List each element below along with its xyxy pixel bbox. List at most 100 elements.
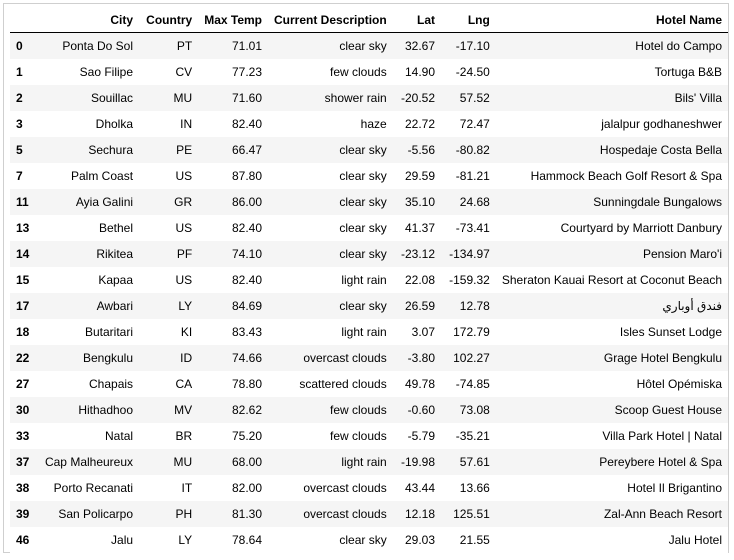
- cell-lng: 73.08: [459, 403, 490, 417]
- cell-city: Butaritari: [85, 325, 134, 339]
- row-index: 39: [16, 507, 30, 521]
- cell-hotel-name: Zal-Ann Beach Resort: [603, 507, 722, 521]
- cell-city: Sao Filipe: [79, 65, 134, 79]
- table-row: 30 Hithadhoo MV 82.62 few clouds -0.60 73.08 Sc…: [10, 397, 728, 423]
- cell-lng: 21.55: [459, 533, 490, 547]
- table-row: 5 Sechura PE 66.47 clear sky -5.56 -80.82 Hospe…: [10, 137, 728, 163]
- row-index: 13: [16, 221, 30, 235]
- cell-city: Natal: [105, 429, 134, 443]
- cell-lng: -17.10: [455, 39, 490, 53]
- table-row: 0 Ponta Do Sol PT 71.01 clear sky 32.67 -17.10…: [10, 32, 728, 59]
- row-index: 5: [16, 143, 23, 157]
- cell-lat: 43.44: [404, 481, 436, 495]
- cell-hotel-name: Scoop Guest House: [614, 403, 722, 417]
- cell-max-temp: 82.62: [231, 403, 263, 417]
- cell-max-temp: 77.23: [231, 65, 263, 79]
- row-index: 33: [16, 429, 30, 443]
- row-index: 18: [16, 325, 30, 339]
- cell-current-description: overcast clouds: [303, 507, 387, 521]
- cell-city: Rikitea: [96, 247, 134, 261]
- cell-current-description: clear sky: [339, 247, 387, 261]
- cell-city: Hithadhoo: [78, 403, 134, 417]
- cell-current-description: clear sky: [339, 533, 387, 547]
- cell-city: Porto Recanati: [53, 481, 134, 495]
- cell-lng: -134.97: [449, 247, 490, 261]
- cell-max-temp: 78.64: [231, 533, 263, 547]
- cell-lat: -23.12: [400, 247, 436, 261]
- cell-country: PE: [176, 143, 193, 157]
- cell-lng: 102.27: [453, 351, 490, 365]
- cell-lat: 35.10: [404, 195, 436, 209]
- cell-max-temp: 87.80: [231, 169, 263, 183]
- cell-country: US: [175, 169, 193, 183]
- cell-country: BR: [175, 429, 193, 443]
- row-index: 2: [16, 91, 23, 105]
- cell-lat: 29.59: [404, 169, 436, 183]
- cell-max-temp: 74.66: [231, 351, 263, 365]
- cell-max-temp: 71.01: [231, 39, 263, 53]
- cell-city: Kapaa: [98, 273, 134, 287]
- cell-max-temp: 81.30: [231, 507, 263, 521]
- cell-hotel-name: فندق أوباري: [662, 299, 722, 313]
- cell-current-description: scattered clouds: [299, 377, 387, 391]
- cell-hotel-name: Sunningdale Bungalows: [593, 195, 722, 209]
- cell-max-temp: 75.20: [231, 429, 263, 443]
- table-row: 15 Kapaa US 82.40 light rain 22.08 -159.32 Sher…: [10, 267, 728, 293]
- header-row: City Country Max Temp Current Descriptio…: [10, 7, 728, 33]
- cell-max-temp: 71.60: [231, 91, 263, 105]
- cell-current-description: clear sky: [339, 143, 387, 157]
- cell-lng: 172.79: [453, 325, 490, 339]
- cell-max-temp: 84.69: [231, 299, 263, 313]
- cell-lat: -20.52: [400, 91, 436, 105]
- cell-current-description: light rain: [341, 273, 387, 287]
- cell-hotel-name: Hotel Il Brigantino: [627, 481, 722, 495]
- cell-country: KI: [180, 325, 193, 339]
- cell-lat: -0.60: [407, 403, 436, 417]
- cell-city: San Policarpo: [58, 507, 134, 521]
- cell-city: Jalu: [111, 533, 134, 547]
- table-row: 18 Butaritari KI 83.43 light rain 3.07 172.79 I…: [10, 319, 728, 345]
- table-row: 14 Rikitea PF 74.10 clear sky -23.12 -134.97 Pe…: [10, 241, 728, 267]
- cell-current-description: shower rain: [324, 91, 387, 105]
- cell-lat: -19.98: [400, 455, 436, 469]
- cell-hotel-name: Hospedaje Costa Bella: [599, 143, 722, 157]
- cell-city: Bethel: [99, 221, 134, 235]
- cell-max-temp: 68.00: [231, 455, 263, 469]
- row-index: 46: [16, 533, 30, 547]
- cell-city: Dholka: [95, 117, 134, 131]
- cell-lat: -5.56: [407, 143, 436, 157]
- cell-city: Chapais: [89, 377, 134, 391]
- row-index: 27: [16, 377, 30, 391]
- row-index: 37: [16, 455, 30, 469]
- cell-max-temp: 74.10: [231, 247, 263, 261]
- cell-lat: -3.80: [407, 351, 436, 365]
- cell-lng: -80.82: [455, 143, 490, 157]
- cell-city: Souillac: [91, 91, 134, 105]
- cell-current-description: light rain: [341, 455, 387, 469]
- column-header-hotel-name: Hotel Name: [495, 7, 728, 33]
- table-row: 3 Dholka IN 82.40 haze 22.72 72.47 jalalpur god…: [10, 111, 728, 137]
- cell-lng: -24.50: [455, 65, 490, 79]
- table-row: 13 Bethel US 82.40 clear sky 41.37 -73.41 Court…: [10, 215, 728, 241]
- cell-lat: 22.08: [404, 273, 436, 287]
- cell-country: IT: [181, 481, 193, 495]
- cell-lat: -5.79: [407, 429, 436, 443]
- cell-city: Awbari: [96, 299, 134, 313]
- cell-country: CA: [175, 377, 193, 391]
- table-row: 46 Jalu LY 78.64 clear sky 29.03 21.55 Jalu Hot…: [10, 527, 728, 553]
- cell-lng: -73.41: [455, 221, 490, 235]
- cell-hotel-name: Isles Sunset Lodge: [619, 325, 722, 339]
- cell-country: LY: [178, 299, 193, 313]
- row-index: 17: [16, 299, 30, 313]
- cell-current-description: few clouds: [330, 65, 387, 79]
- row-index: 11: [16, 195, 29, 209]
- cell-lng: -74.85: [455, 377, 490, 391]
- dataframe-output: City Country Max Temp Current Descriptio…: [3, 3, 729, 553]
- cell-country: US: [175, 273, 193, 287]
- row-index: 15: [16, 273, 30, 287]
- column-header-lng: Lng: [441, 7, 496, 33]
- cell-country: PH: [175, 507, 193, 521]
- cell-hotel-name: Grage Hotel Bengkulu: [603, 351, 722, 365]
- cell-hotel-name: Pension Maro'i: [643, 247, 722, 261]
- cell-max-temp: 82.40: [231, 273, 263, 287]
